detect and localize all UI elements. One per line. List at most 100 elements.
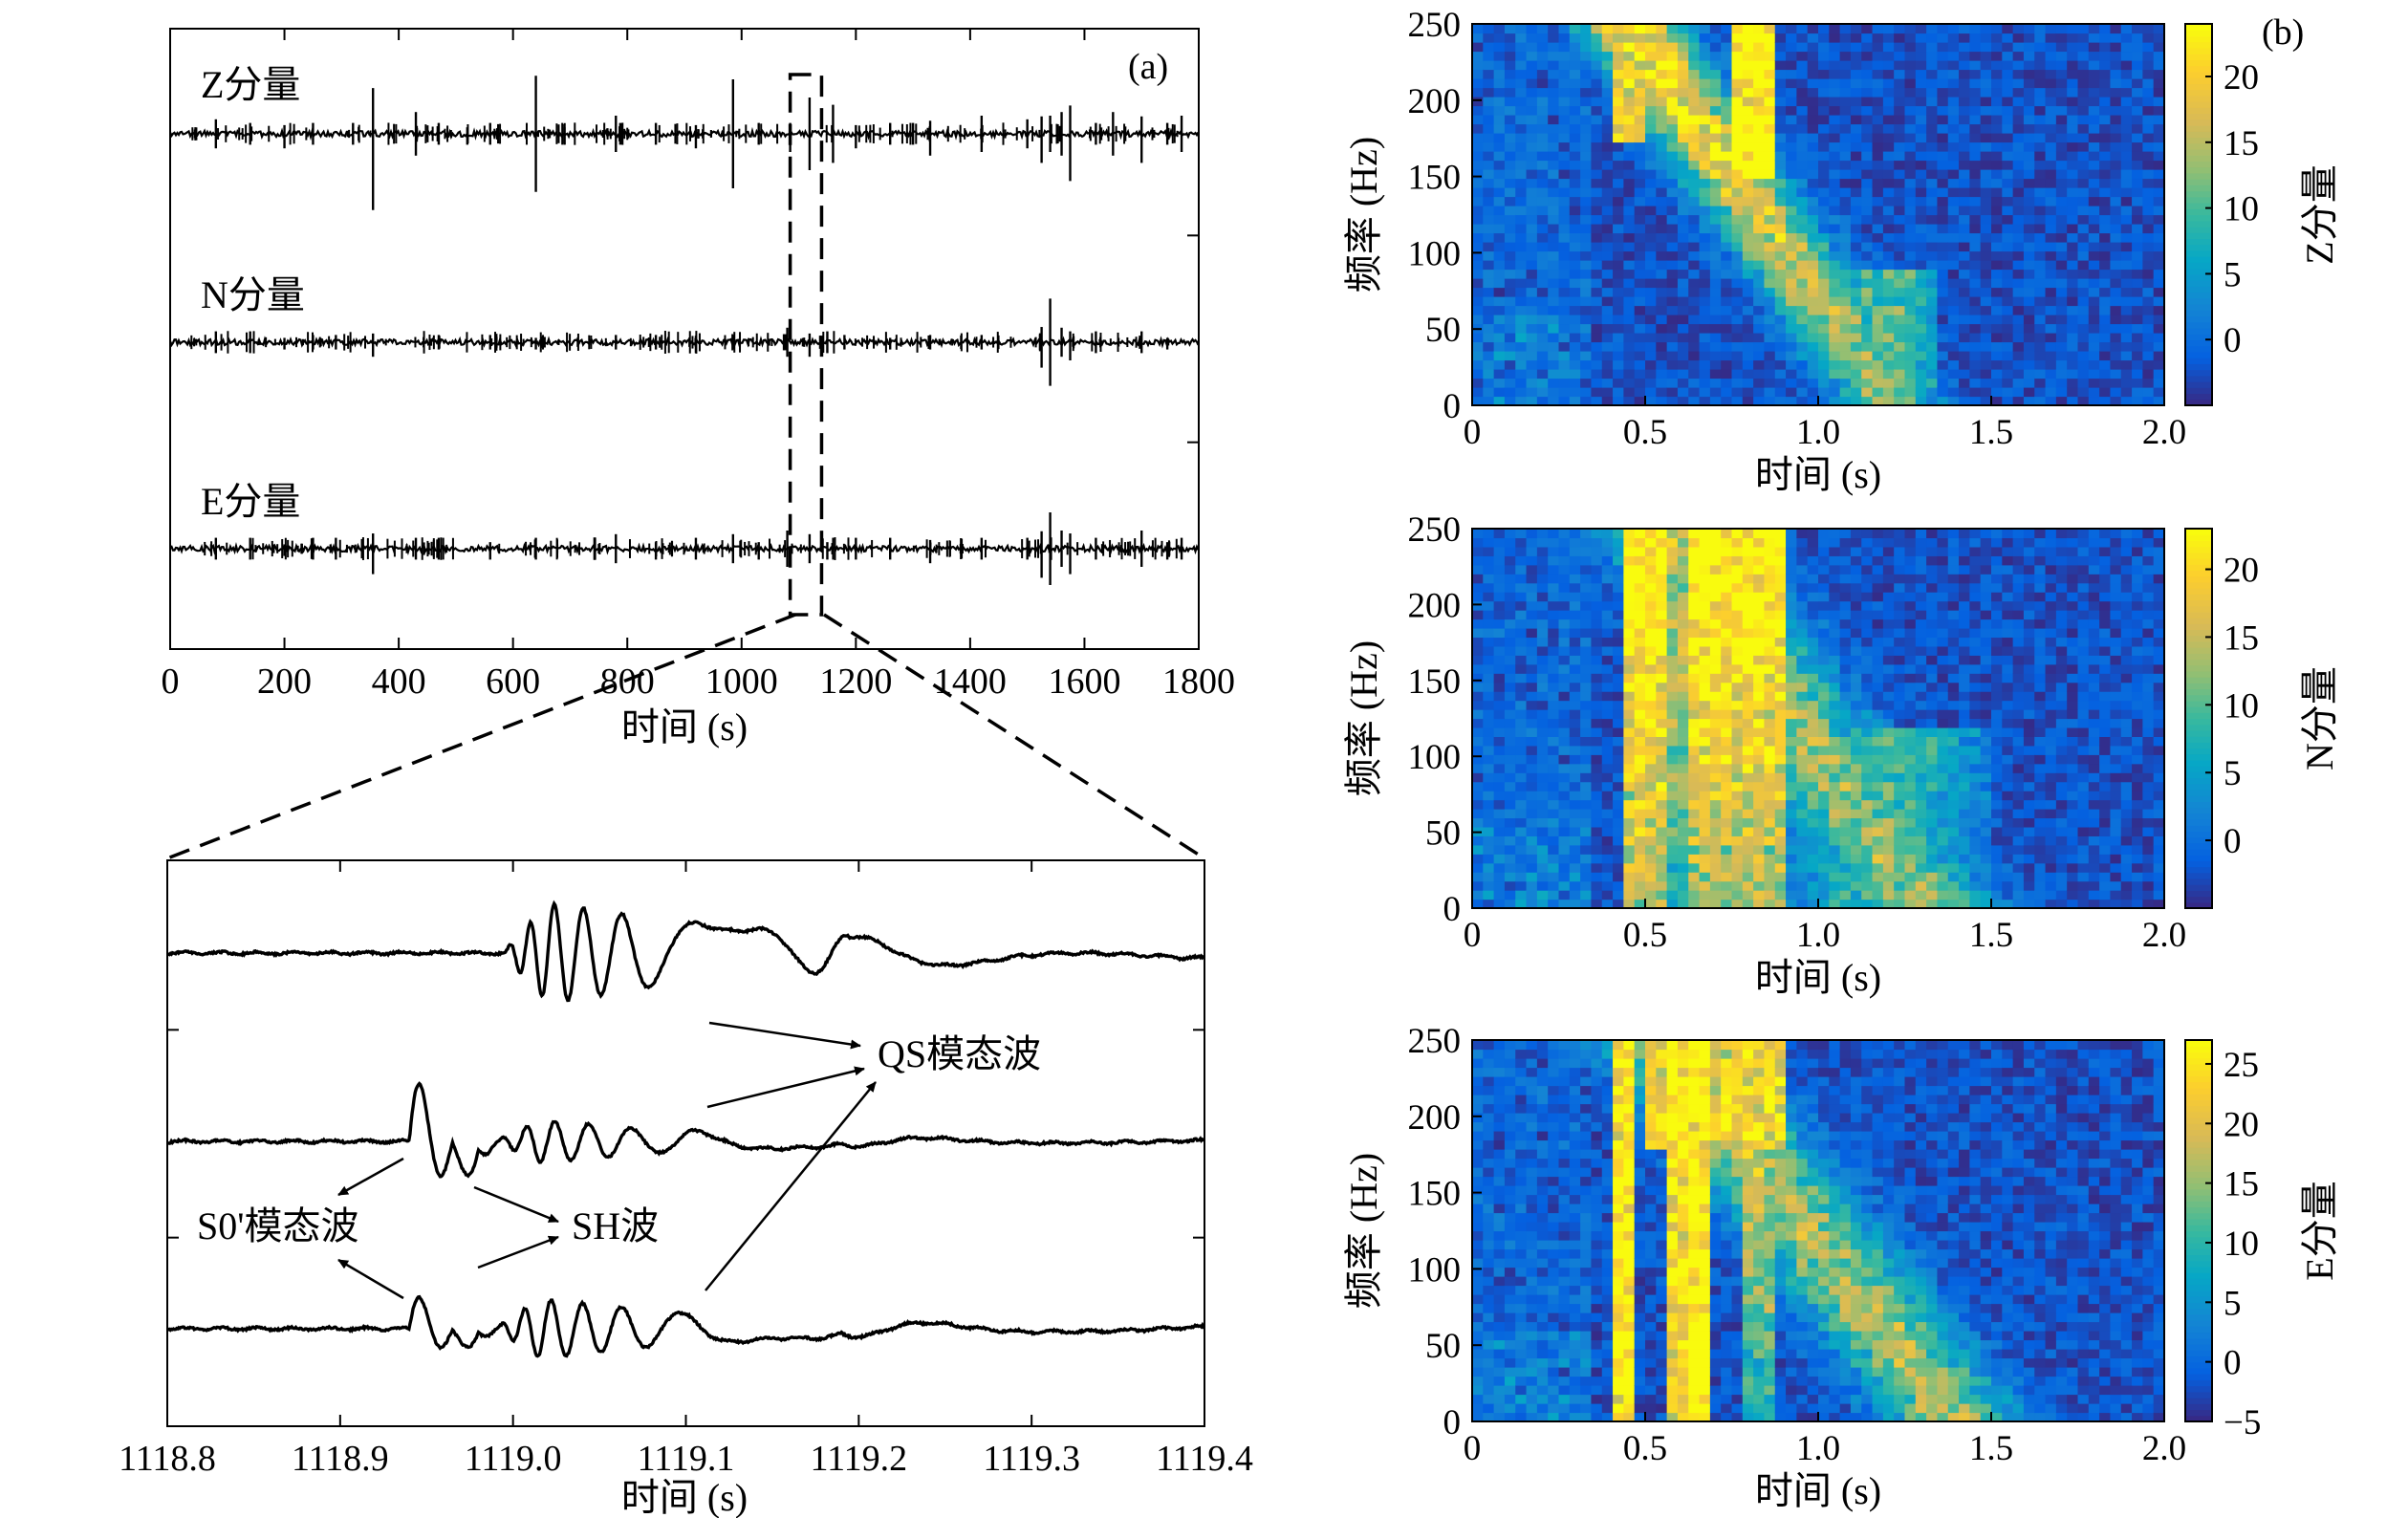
spectrogram-cell	[1601, 214, 1614, 225]
spectrogram-cell	[1969, 278, 1982, 289]
spectrogram-cell	[1580, 809, 1593, 819]
spectrogram-cell	[1774, 781, 1787, 792]
spectrogram-cell	[1915, 42, 1927, 53]
spectrogram-cell	[1483, 42, 1495, 53]
spectrogram-cell	[1774, 333, 1787, 343]
spectrogram-cell	[1709, 359, 1722, 370]
spectrogram-cell	[1580, 862, 1593, 873]
spectrogram-cell	[1947, 305, 1960, 315]
spectrogram-cell	[1645, 637, 1657, 647]
spectrogram-cell	[1601, 115, 1614, 125]
spectrogram-cell	[1548, 323, 1560, 334]
spectrogram-cell	[2142, 323, 2155, 334]
spectrogram-cell	[2023, 87, 2035, 98]
spectrogram-cell	[1709, 817, 1722, 828]
spectrogram-cell	[2023, 314, 2035, 325]
spectrogram-cell	[1483, 618, 1495, 629]
sh-arrow-1	[473, 1185, 559, 1224]
spectrogram-cell	[1558, 537, 1571, 548]
spectrogram-cell	[1558, 369, 1571, 380]
spectrogram-cell	[1699, 260, 1711, 271]
spectrogram-cell	[1774, 206, 1787, 216]
spectrogram-cell	[1882, 369, 1895, 380]
spectrogram-cell	[1548, 250, 1560, 261]
spectrogram-cell	[1580, 97, 1593, 107]
spectrogram-cell	[1709, 87, 1722, 98]
spectrogram-cell	[2067, 260, 2079, 271]
spectrogram-cell	[1666, 691, 1679, 702]
spectrogram-cell	[1591, 880, 1603, 891]
spectrogram-cell	[1526, 123, 1538, 134]
spectrogram-cell	[1699, 78, 1711, 89]
spectrogram-cell	[1764, 396, 1776, 406]
spectrogram-cell	[2077, 24, 2090, 34]
spectrogram-cell	[1742, 396, 1754, 406]
spectrogram-cell	[2088, 269, 2100, 279]
spectrogram-cell	[1483, 645, 1495, 656]
spectrogram-cell	[1472, 69, 1484, 79]
spectrogram-cell	[1926, 169, 1939, 180]
spectrogram-cell	[1915, 378, 1927, 388]
spectrogram-cell	[1709, 772, 1722, 783]
spectrogram-cell	[1796, 637, 1809, 647]
spectrogram-cell	[1904, 269, 1917, 279]
spectrogram-cell	[1904, 123, 1917, 134]
spectrogram-cell	[1742, 260, 1754, 271]
spectrogram-cell	[1839, 214, 1852, 225]
spectrogram-cell	[1526, 809, 1538, 819]
spectrogram-cell	[1558, 151, 1571, 162]
spectrogram-cell	[1731, 196, 1744, 206]
spectrogram-cell	[1613, 196, 1624, 206]
spectrogram-cell	[1796, 791, 1809, 801]
spectrogram-cell	[1569, 592, 1581, 602]
spectrogram-cell	[1731, 574, 1744, 584]
spectrogram-cell	[1969, 78, 1982, 89]
x-tick-label: 1.0	[1796, 413, 1840, 452]
spectrogram-cell	[2067, 78, 2079, 89]
spectrogram-cell	[1796, 600, 1809, 611]
spectrogram-cell	[1721, 378, 1733, 388]
spectrogram-cell	[1915, 314, 1927, 325]
spectrogram-cell	[1591, 169, 1603, 180]
spectrogram-cell	[1580, 287, 1593, 297]
spectrogram-cell	[1926, 269, 1939, 279]
spectrogram-cell	[1634, 387, 1646, 398]
spectrogram-cell	[1959, 123, 1970, 134]
spectrogram-cell	[1677, 546, 1689, 556]
x-tick-label: 1119.3	[983, 1439, 1080, 1479]
spectrogram-cell	[2077, 133, 2090, 143]
spectrogram-cell	[1969, 269, 1982, 279]
spectrogram-cell	[1623, 160, 1636, 170]
spectrogram-cell	[1526, 600, 1538, 611]
spectrogram-cell	[1656, 854, 1668, 864]
spectrogram-cell	[2002, 160, 2014, 170]
spectrogram-cell	[1850, 69, 1862, 79]
spectrogram-cell	[1980, 78, 1992, 89]
spectrogram-cell	[1558, 378, 1571, 388]
spectrogram-xlabel: 时间 (s)	[1755, 453, 1881, 496]
spectrogram-cell	[1536, 214, 1549, 225]
spectrogram-cell	[1493, 260, 1506, 271]
spectrogram-cell	[1872, 854, 1884, 864]
spectrogram-cell	[1872, 809, 1884, 819]
spectrogram-cell	[1656, 359, 1668, 370]
spectrogram-cell	[1742, 105, 1754, 116]
spectrogram-cell	[1580, 600, 1593, 611]
spectrogram-cell	[1894, 42, 1906, 53]
qs-mode-label: QS模态波	[878, 1032, 1041, 1075]
spectrogram-cell	[1872, 745, 1884, 755]
spectrogram-cell	[1601, 862, 1614, 873]
spectrogram-cell	[2142, 115, 2155, 125]
spectrogram-cell	[1904, 333, 1917, 343]
spectrogram-cell	[1548, 754, 1560, 765]
spectrogram-cell	[1591, 791, 1603, 801]
spectrogram-cell	[1526, 51, 1538, 61]
spectrogram-cell	[1937, 351, 1949, 361]
spectrogram-cell	[1558, 890, 1571, 900]
spectrogram-cell	[1829, 655, 1841, 665]
spectrogram-cell	[1558, 529, 1571, 539]
spectrogram-cell	[1872, 232, 1884, 243]
spectrogram-cell	[1818, 736, 1830, 747]
colorbar-step	[2185, 184, 2212, 192]
spectrogram-cell	[1634, 178, 1646, 188]
